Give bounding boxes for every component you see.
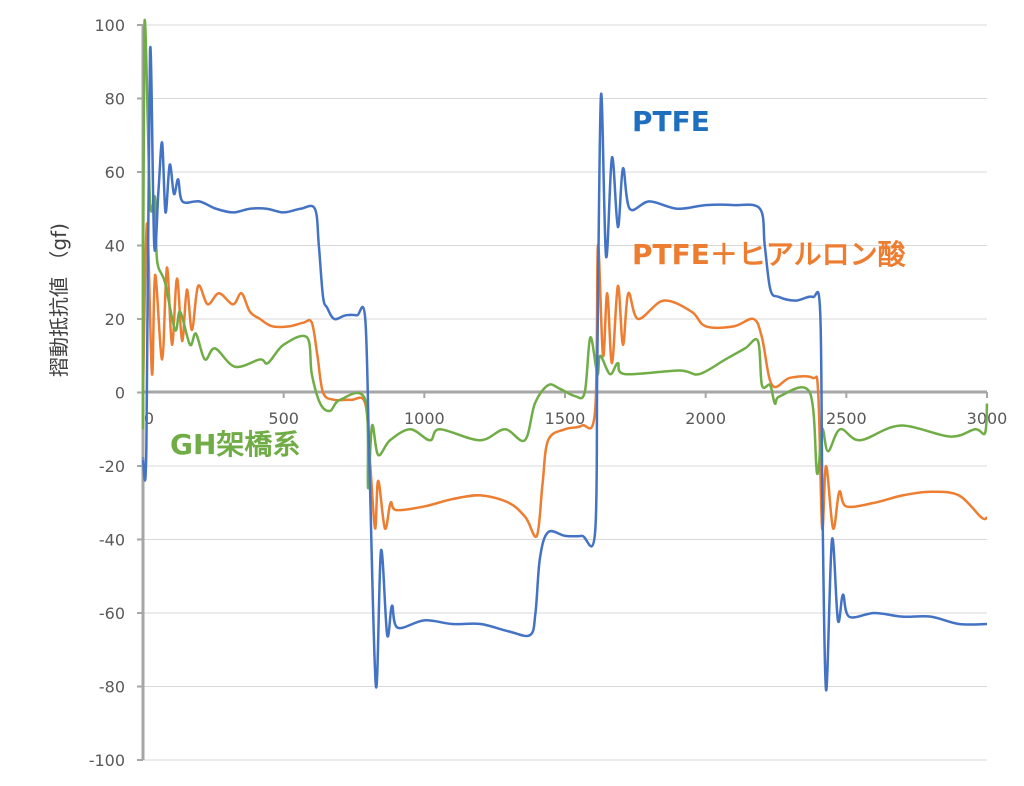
y-axis-label: 摺動抵抗値 （gf): [47, 223, 71, 377]
series-line-ptfe-hyaluronic: [141, 222, 988, 539]
x-tick-label: 2500: [826, 409, 867, 428]
y-tick-label: 20: [105, 310, 125, 329]
y-tick-label: 40: [105, 237, 125, 256]
y-tick-label: -80: [99, 678, 125, 697]
x-tick-label: 1000: [404, 409, 445, 428]
y-tick-label: 0: [115, 384, 125, 403]
y-tick-label: 80: [105, 90, 125, 109]
y-tick-label: -60: [99, 604, 125, 623]
y-tick-labels: -100 -80 -60 -40 -20 0 20 40 60 80 100: [89, 16, 125, 770]
x-tick-label: 500: [268, 409, 299, 428]
gridlines: [137, 24, 988, 761]
y-tick-label: 60: [105, 163, 125, 182]
x-tick-label: 0: [144, 409, 154, 428]
x-tick-label: 1500: [545, 409, 586, 428]
y-tick-label: 100: [94, 16, 125, 35]
y-tick-label: -40: [99, 531, 125, 550]
series-line-ptfe: [141, 45, 988, 692]
y-tick-label: -20: [99, 457, 125, 476]
x-tick-labels: 0 500 1000 1500 2000 2500 3000: [144, 409, 1007, 428]
y-tick-label: -100: [89, 751, 125, 770]
series-line-gh-crosslinked: [141, 19, 989, 490]
annotation-gh-crosslinked: GH架橋系: [170, 428, 300, 461]
annotation-ptfe-hyaluronic: PTFE＋ヒアルロン酸: [632, 238, 907, 271]
annotation-ptfe: PTFE: [632, 105, 710, 138]
series-lines: [141, 19, 989, 692]
x-tick-label: 2000: [685, 409, 726, 428]
